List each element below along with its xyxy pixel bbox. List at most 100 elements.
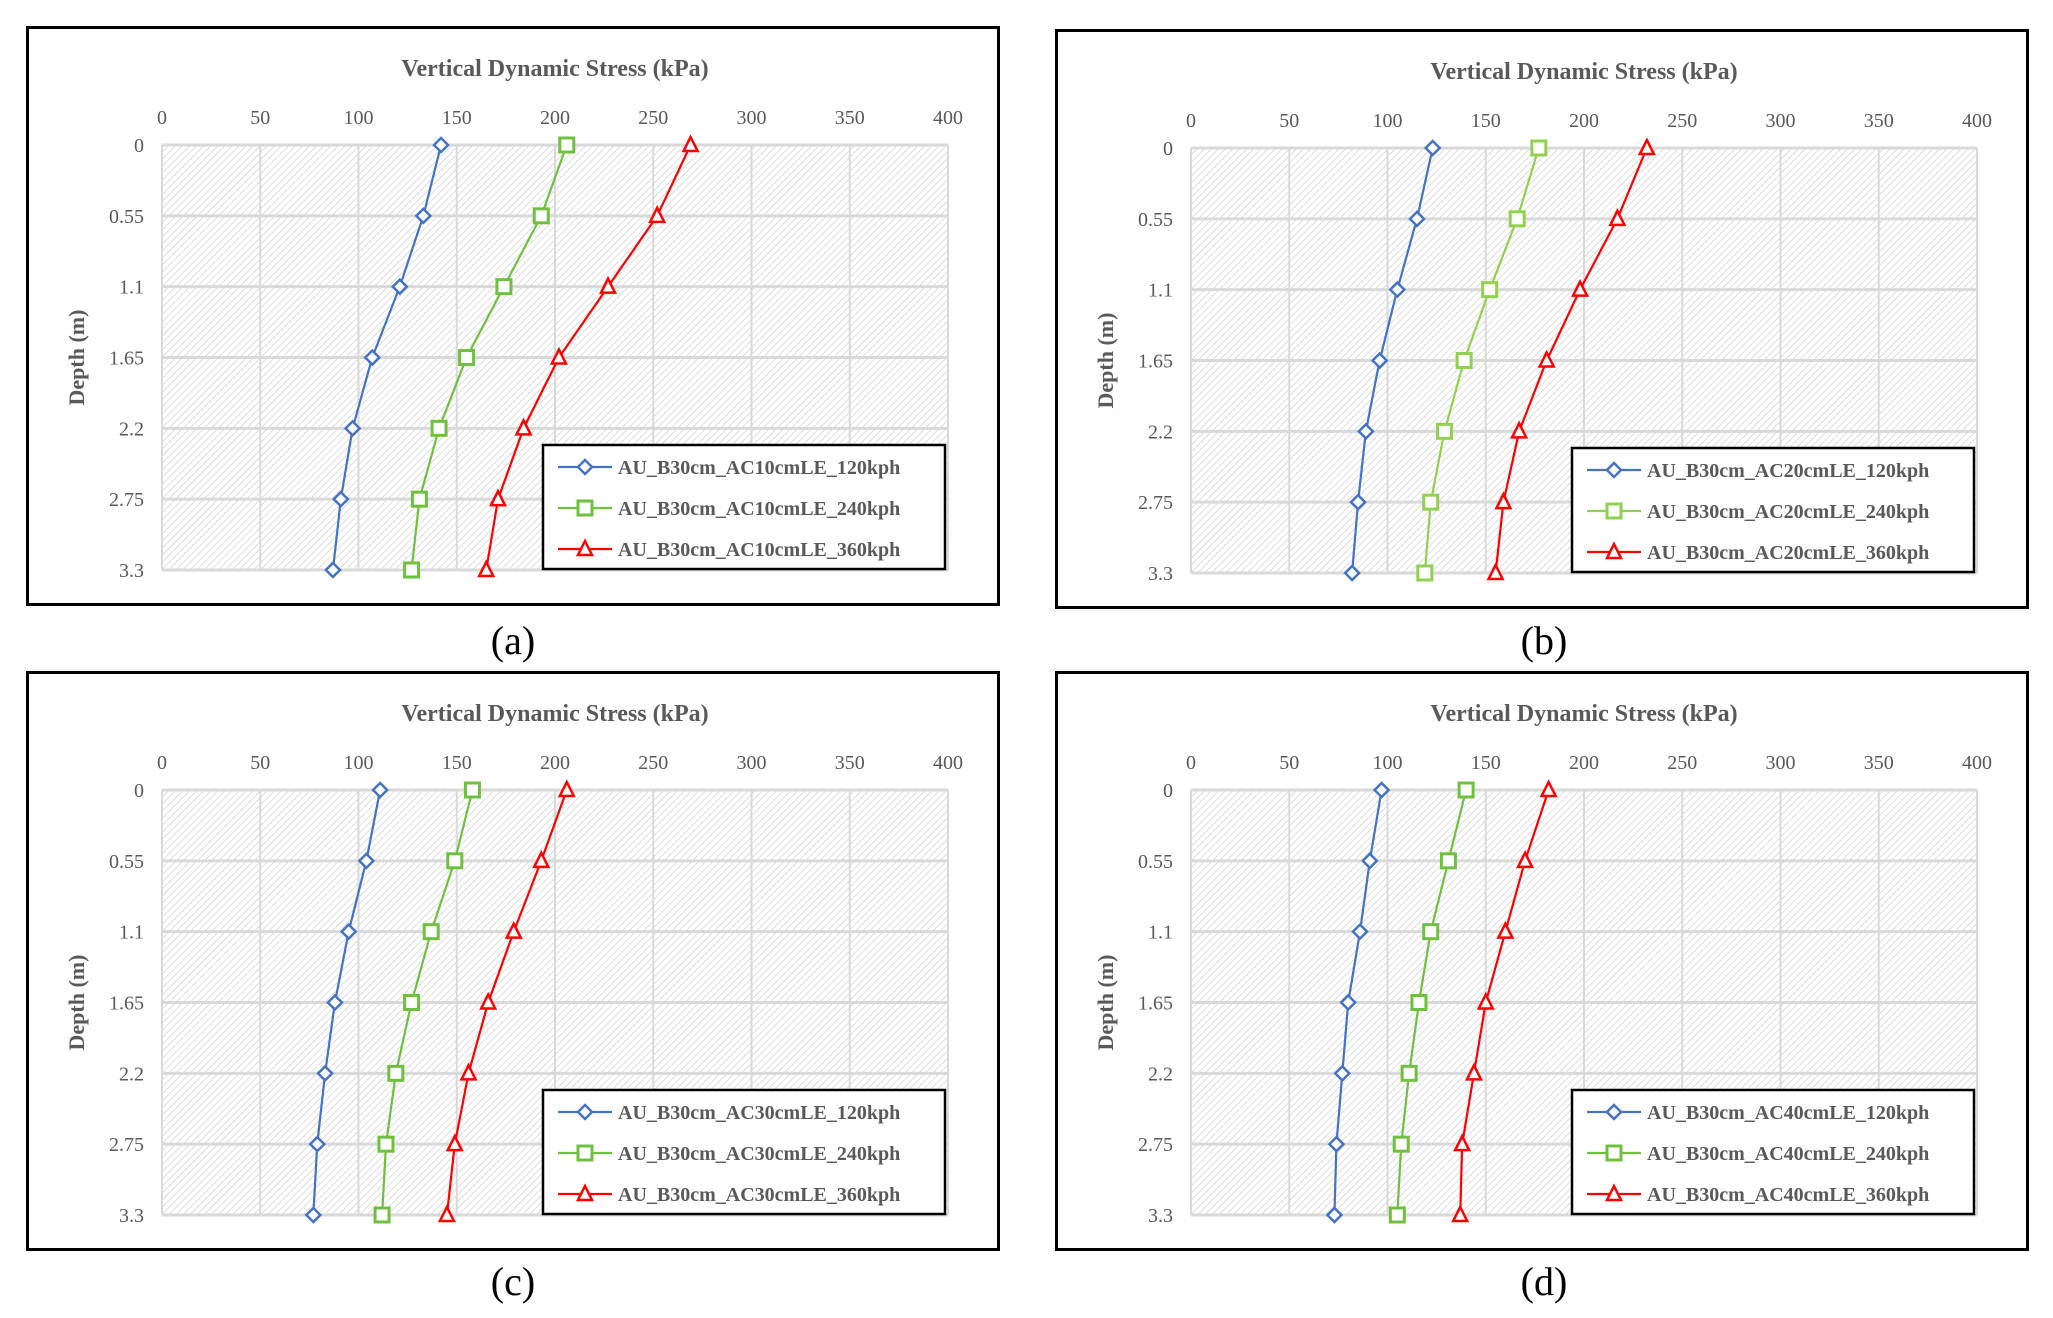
y-axis-title: Depth (m) xyxy=(64,310,89,406)
data-point xyxy=(316,1064,334,1083)
data-point xyxy=(1422,923,1440,941)
data-point xyxy=(1608,208,1627,227)
x-tick-label: 150 xyxy=(1471,110,1501,132)
caption-a: (a) xyxy=(490,618,536,663)
legend: AU_B30cm_AC30cmLE_120kph AU_B30cm_AC30cmL… xyxy=(541,1088,947,1216)
data-point xyxy=(363,348,382,367)
caption-c: (c) xyxy=(490,1259,536,1304)
data-point xyxy=(1451,1204,1470,1223)
data-point xyxy=(459,1062,478,1081)
legend-label: AU_B30cm_AC20cmLE_120kph xyxy=(1647,460,1929,482)
data-point xyxy=(599,275,618,294)
legend-marker xyxy=(1605,1103,1623,1121)
series-2 xyxy=(437,779,576,1223)
data-point xyxy=(1637,137,1656,156)
chart-title: Vertical Dynamic Stress (kPa) xyxy=(401,56,708,82)
data-point xyxy=(488,488,508,507)
legend-label: AU_B30cm_AC40cmLE_360kph xyxy=(1647,1184,1929,1206)
y-tick-label: 0 xyxy=(134,135,144,157)
data-point xyxy=(437,1204,456,1223)
legend-label: AU_B30cm_AC20cmLE_360kph xyxy=(1647,542,1929,564)
data-point xyxy=(557,779,576,798)
x-tick-label: 300 xyxy=(737,107,767,129)
data-point xyxy=(681,134,700,153)
data-point xyxy=(343,419,362,438)
x-tick-label: 0 xyxy=(1186,110,1196,132)
data-point xyxy=(1486,562,1505,581)
caption-b: (b) xyxy=(1520,618,1568,663)
legend: AU_B30cm_AC10cmLE_120kph AU_B30cm_AC10cmL… xyxy=(541,443,947,571)
x-tick-label: 250 xyxy=(638,107,668,129)
legend-marker xyxy=(1604,1183,1624,1202)
data-point xyxy=(1494,491,1513,510)
x-tick-label: 50 xyxy=(250,107,270,129)
chart-b: 0 50 100 150 200 250 300 350 400 0 0.55 1.1 1.65 2.2 2… xyxy=(1093,59,1992,585)
data-point xyxy=(1327,1135,1346,1153)
y-tick-label: 1.65 xyxy=(109,348,144,370)
chart-a: 0 50 100 150 200 250 300 350 400 0 0.55 1.1 1.65 2.2 2… xyxy=(64,56,963,582)
data-point xyxy=(1357,422,1375,441)
data-point xyxy=(432,136,450,154)
data-point xyxy=(422,923,440,941)
x-tick-label: 0 xyxy=(1186,752,1196,774)
y-tick-label: 3.3 xyxy=(119,1205,144,1227)
data-point xyxy=(1408,210,1426,228)
y-tick-label: 1.65 xyxy=(1138,351,1173,373)
data-point xyxy=(1423,139,1442,157)
data-point xyxy=(1388,1206,1406,1224)
data-point xyxy=(1392,1135,1410,1153)
data-point xyxy=(463,781,481,799)
x-tick-label: 150 xyxy=(442,107,472,129)
y-tick-label: 2.2 xyxy=(119,1063,144,1085)
x-tick-label: 100 xyxy=(344,752,374,774)
y-tick-label: 0.55 xyxy=(1138,209,1173,231)
data-point xyxy=(371,781,389,799)
legend-label: AU_B30cm_AC40cmLE_240kph xyxy=(1647,1143,1929,1165)
data-point xyxy=(1439,852,1457,870)
data-point xyxy=(308,1135,327,1153)
legend-label: AU_B30cm_AC30cmLE_240kph xyxy=(618,1143,900,1165)
data-point xyxy=(549,346,568,365)
caption-d: (d) xyxy=(1520,1259,1568,1304)
data-point xyxy=(1339,993,1357,1012)
x-tick-label: 100 xyxy=(1373,110,1403,132)
data-point xyxy=(357,852,376,870)
data-point xyxy=(532,207,550,225)
x-tick-label: 0 xyxy=(157,752,167,774)
series-0 xyxy=(1325,781,1391,1224)
x-tick-label: 350 xyxy=(1864,752,1894,774)
legend: AU_B30cm_AC20cmLE_120kph AU_B30cm_AC20cmL… xyxy=(1570,446,1976,574)
chart-panel-d: 0 50 100 150 200 250 300 350 400 0 0.55 1.1 1.65 2.2 2… xyxy=(1055,671,2029,1251)
data-point xyxy=(1496,920,1515,939)
data-point xyxy=(479,991,498,1010)
series-2 xyxy=(1451,779,1558,1223)
data-point xyxy=(495,278,513,296)
x-tick-label: 50 xyxy=(1279,752,1299,774)
x-tick-label: 400 xyxy=(933,107,963,129)
data-point xyxy=(1476,991,1495,1010)
chart-title: Vertical Dynamic Stress (kPa) xyxy=(1430,701,1737,727)
chart-panel-c: 0 50 100 150 200 250 300 350 400 0 0.55 1.1 1.65 2.2 2… xyxy=(26,671,1000,1251)
y-tick-label: 3.3 xyxy=(119,560,144,582)
data-point xyxy=(446,852,464,870)
legend-label: AU_B30cm_AC30cmLE_120kph xyxy=(618,1102,900,1124)
legend-marker xyxy=(575,538,595,557)
x-tick-label: 350 xyxy=(835,107,865,129)
series-0 xyxy=(324,136,450,579)
x-tick-label: 250 xyxy=(1667,110,1697,132)
y-tick-label: 3.3 xyxy=(1148,563,1173,585)
x-tick-label: 400 xyxy=(933,752,963,774)
data-point xyxy=(387,1064,405,1082)
series-1 xyxy=(1416,139,1548,582)
x-tick-label: 100 xyxy=(1373,752,1403,774)
y-tick-label: 1.65 xyxy=(109,993,144,1015)
data-point xyxy=(410,490,428,508)
series-0 xyxy=(1343,139,1442,582)
data-point xyxy=(504,920,523,939)
data-point xyxy=(1530,139,1548,157)
data-point xyxy=(1361,852,1379,870)
legend-marker xyxy=(575,1183,595,1202)
x-tick-label: 250 xyxy=(1667,752,1697,774)
data-point xyxy=(1333,1064,1352,1083)
y-tick-label: 0.55 xyxy=(1138,851,1173,873)
